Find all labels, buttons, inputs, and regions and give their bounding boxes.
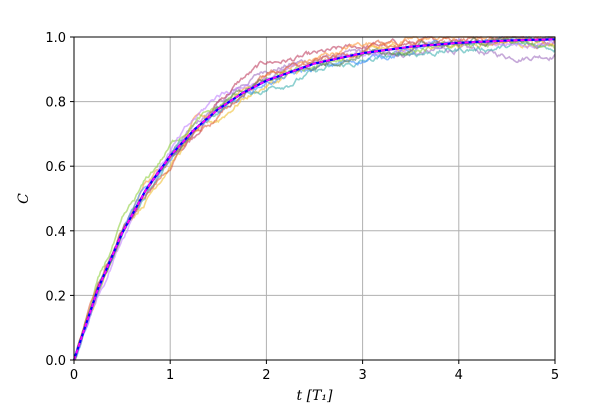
y-tick-label: 0.6 (45, 160, 66, 175)
y-tick-label: 0.0 (45, 354, 66, 369)
x-tick-label: 2 (262, 368, 270, 383)
y-tick-label: 1.0 (45, 31, 66, 46)
x-tick-label: 3 (358, 368, 366, 383)
x-tick-label: 1 (166, 368, 174, 383)
plot-frame (73, 36, 556, 361)
y-tick-label: 0.4 (45, 225, 66, 240)
y-tick-label: 0.8 (45, 96, 66, 111)
ticks: 0 1 2 3 4 5 0.0 0.2 0.4 0.6 0.8 1.0 (45, 31, 559, 383)
y-axis-label: C (16, 193, 32, 204)
x-tick-label: 5 (551, 368, 559, 383)
x-tick-label: 0 (70, 368, 78, 383)
series-lines (72, 35, 556, 361)
x-axis-label: t [T₁] (297, 388, 333, 404)
y-tick-label: 0.2 (45, 289, 66, 304)
x-tick-label: 4 (455, 368, 463, 383)
series-line-dashed (73, 38, 555, 361)
